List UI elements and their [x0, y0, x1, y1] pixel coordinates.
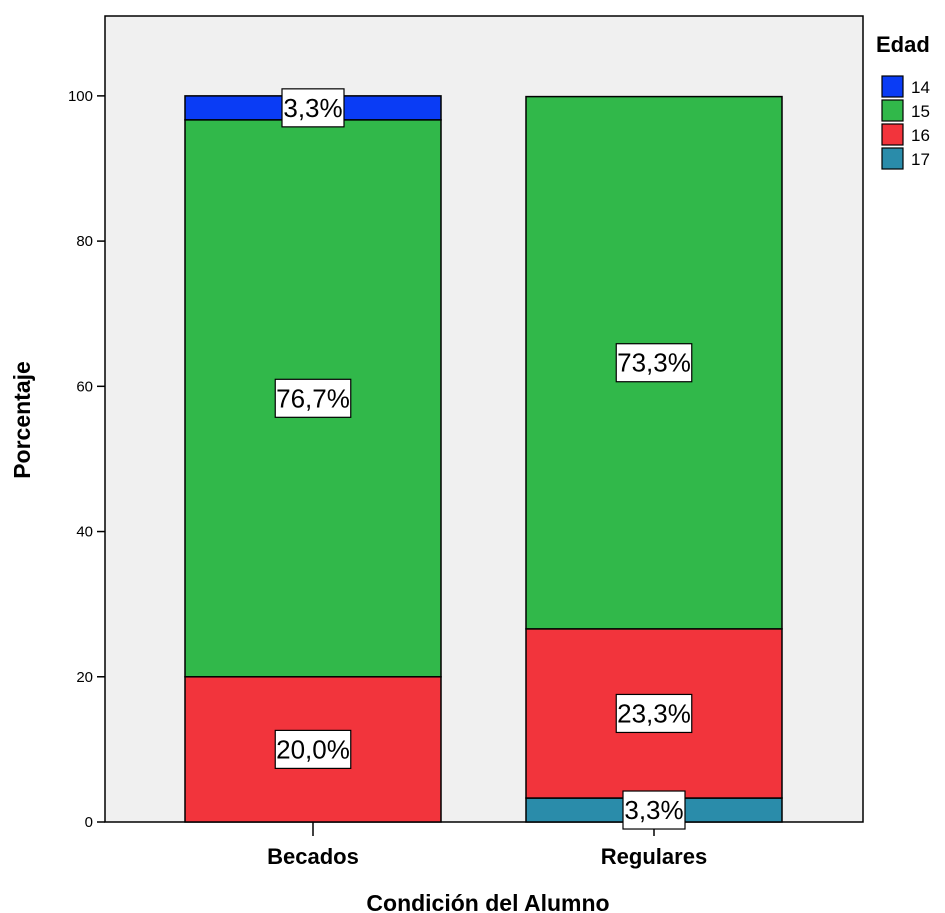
- data-label: 3,3%: [281, 88, 345, 128]
- data-label: 76,7%: [274, 378, 352, 418]
- data-label-box: [274, 378, 352, 418]
- legend-swatch: [881, 99, 904, 122]
- x-tick-label: Becados: [267, 844, 359, 869]
- legend-title: Edad: [876, 32, 930, 57]
- data-label-box: [615, 343, 693, 383]
- y-tick-label: 80: [76, 233, 93, 250]
- data-label-text: 73,3%: [617, 348, 691, 378]
- data-label: 3,3%: [622, 790, 686, 830]
- legend-label: 15: [911, 102, 930, 121]
- bars: [184, 95, 783, 823]
- legend-swatch: [881, 147, 904, 170]
- legend-label: 16: [911, 126, 930, 145]
- data-label: 20,0%: [274, 729, 352, 769]
- y-axis-title: Porcentaje: [9, 361, 35, 479]
- y-tick-label: 100: [68, 88, 93, 105]
- legend: Edad 14 15 16 17: [876, 32, 930, 170]
- data-label-text: 3,3%: [283, 93, 342, 123]
- legend-label: 17: [911, 150, 930, 169]
- data-label: 23,3%: [615, 693, 693, 734]
- data-label-box: [622, 790, 686, 830]
- data-label-box: [274, 729, 352, 769]
- data-labels: 20,0% 76,7% 3,3% 3,3% 23,3% 73,3%: [274, 88, 693, 830]
- y-tick-label: 0: [85, 814, 93, 831]
- data-label-box: [615, 693, 693, 734]
- y-axis: 0 20 40 60 80 100: [68, 88, 105, 831]
- data-label: 73,3%: [615, 343, 693, 383]
- data-label-box: [281, 88, 345, 128]
- data-label-text: 23,3%: [617, 698, 691, 728]
- data-label-text: 76,7%: [276, 383, 350, 413]
- legend-swatch: [881, 123, 904, 146]
- data-label-text: 3,3%: [624, 795, 683, 825]
- legend-label: 14: [911, 78, 930, 97]
- legend-swatch: [881, 75, 904, 98]
- x-axis-title: Condición del Alumno: [366, 890, 609, 913]
- y-tick-label: 40: [76, 524, 93, 541]
- data-label-text: 20,0%: [276, 734, 350, 764]
- x-tick-label: Regulares: [601, 844, 707, 869]
- y-tick-label: 60: [76, 378, 93, 395]
- x-axis: Becados Regulares: [267, 822, 707, 869]
- y-tick-label: 20: [76, 669, 93, 686]
